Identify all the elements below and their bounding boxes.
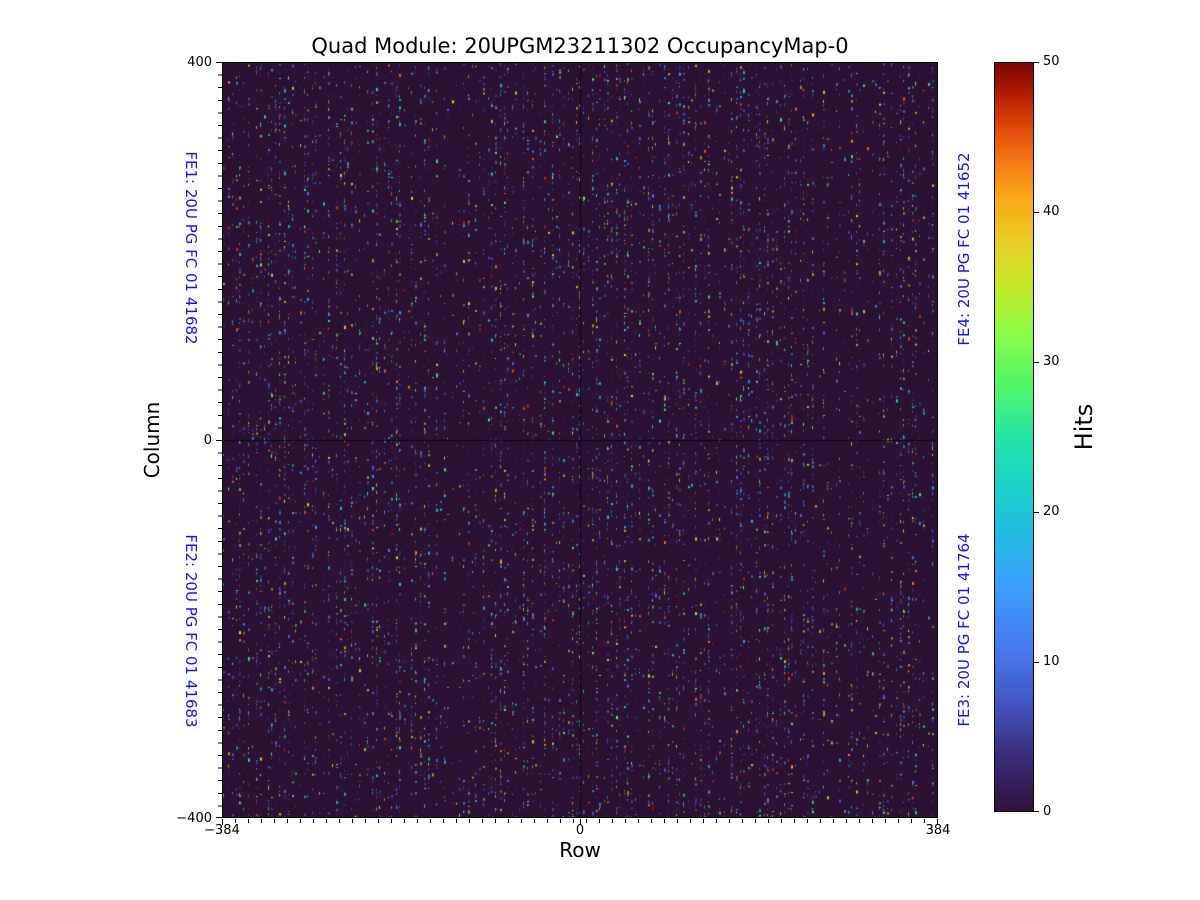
y-tick-label: −400 xyxy=(176,811,212,826)
fe3-chip-label: FE3: 20U PG FC 01 41764 xyxy=(955,533,973,727)
colorbar-axis-label: Hits xyxy=(1070,403,1098,451)
colorbar-tick xyxy=(1034,811,1039,812)
fe2-chip-label: FE2: 20U PG FC 01 41683 xyxy=(182,534,200,728)
colorbar-tick xyxy=(1034,212,1039,213)
x-tick-label: 384 xyxy=(925,823,951,838)
colorbar-tick xyxy=(1034,662,1039,663)
x-axis-label: Row xyxy=(559,838,601,862)
colorbar-tick xyxy=(1034,512,1039,513)
colorbar-tick xyxy=(1034,362,1039,363)
colorbar-gradient xyxy=(994,62,1034,812)
colorbar-tick-label: 20 xyxy=(1043,504,1060,519)
colorbar-tick xyxy=(1034,62,1039,63)
y-tick-label: 400 xyxy=(187,55,212,70)
fe1-chip-label: FE1: 20U PG FC 01 41682 xyxy=(182,151,200,345)
colorbar-tick-label: 40 xyxy=(1043,204,1060,219)
x-axis-minor-ticks xyxy=(222,819,938,823)
plot-area xyxy=(222,62,938,818)
y-axis-minor-ticks xyxy=(218,62,222,818)
occupancy-heatmap-canvas xyxy=(223,63,937,817)
colorbar-tick-label: 50 xyxy=(1043,54,1060,69)
colorbar-tick-label: 30 xyxy=(1043,354,1060,369)
fe4-chip-label: FE4: 20U PG FC 01 41652 xyxy=(955,152,973,346)
x-tick-label: 0 xyxy=(575,823,585,838)
y-tick-label: 0 xyxy=(203,433,212,448)
plot-title: Quad Module: 20UPGM23211302 OccupancyMap… xyxy=(311,34,849,58)
colorbar-tick-label: 10 xyxy=(1043,654,1060,669)
colorbar-tick-label: 0 xyxy=(1043,804,1052,819)
x-tick-label: −384 xyxy=(204,823,240,838)
y-axis-label: Column xyxy=(140,401,164,479)
